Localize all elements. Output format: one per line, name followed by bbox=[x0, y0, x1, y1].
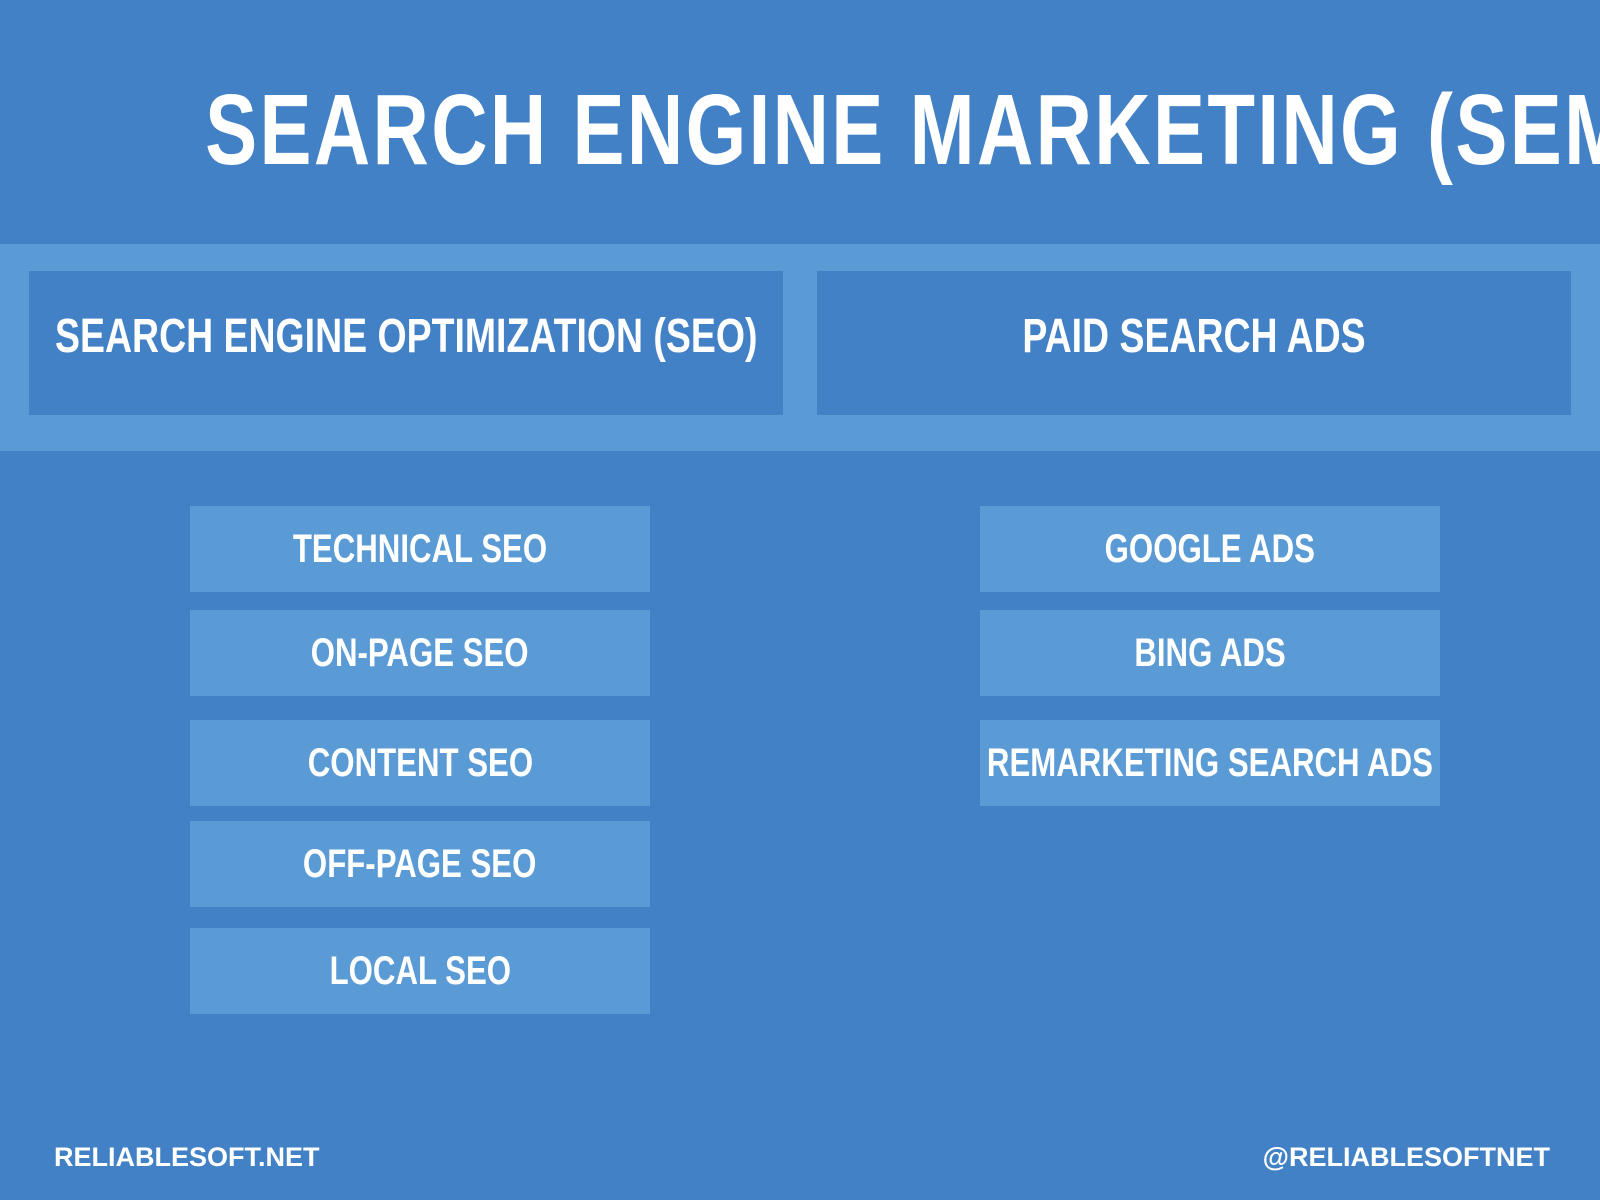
page-title: SEARCH ENGINE MARKETING (SEM) bbox=[205, 74, 1600, 186]
category-seo: SEARCH ENGINE OPTIMIZATION (SEO) bbox=[29, 271, 783, 415]
list-item: ON-PAGE SEO bbox=[190, 610, 650, 696]
list-item: GOOGLE ADS bbox=[980, 506, 1440, 592]
list-item: LOCAL SEO bbox=[190, 928, 650, 1014]
list-item: REMARKETING SEARCH ADS bbox=[980, 720, 1440, 806]
list-item: BING ADS bbox=[980, 610, 1440, 696]
list-item: OFF-PAGE SEO bbox=[190, 821, 650, 907]
category-paid-search-ads: PAID SEARCH ADS bbox=[817, 271, 1571, 415]
footer-website: RELIABLESOFT.NET bbox=[54, 1142, 320, 1172]
list-item: TECHNICAL SEO bbox=[190, 506, 650, 592]
list-item: CONTENT SEO bbox=[190, 720, 650, 806]
footer-handle: @RELIABLESOFTNET bbox=[1262, 1142, 1550, 1172]
